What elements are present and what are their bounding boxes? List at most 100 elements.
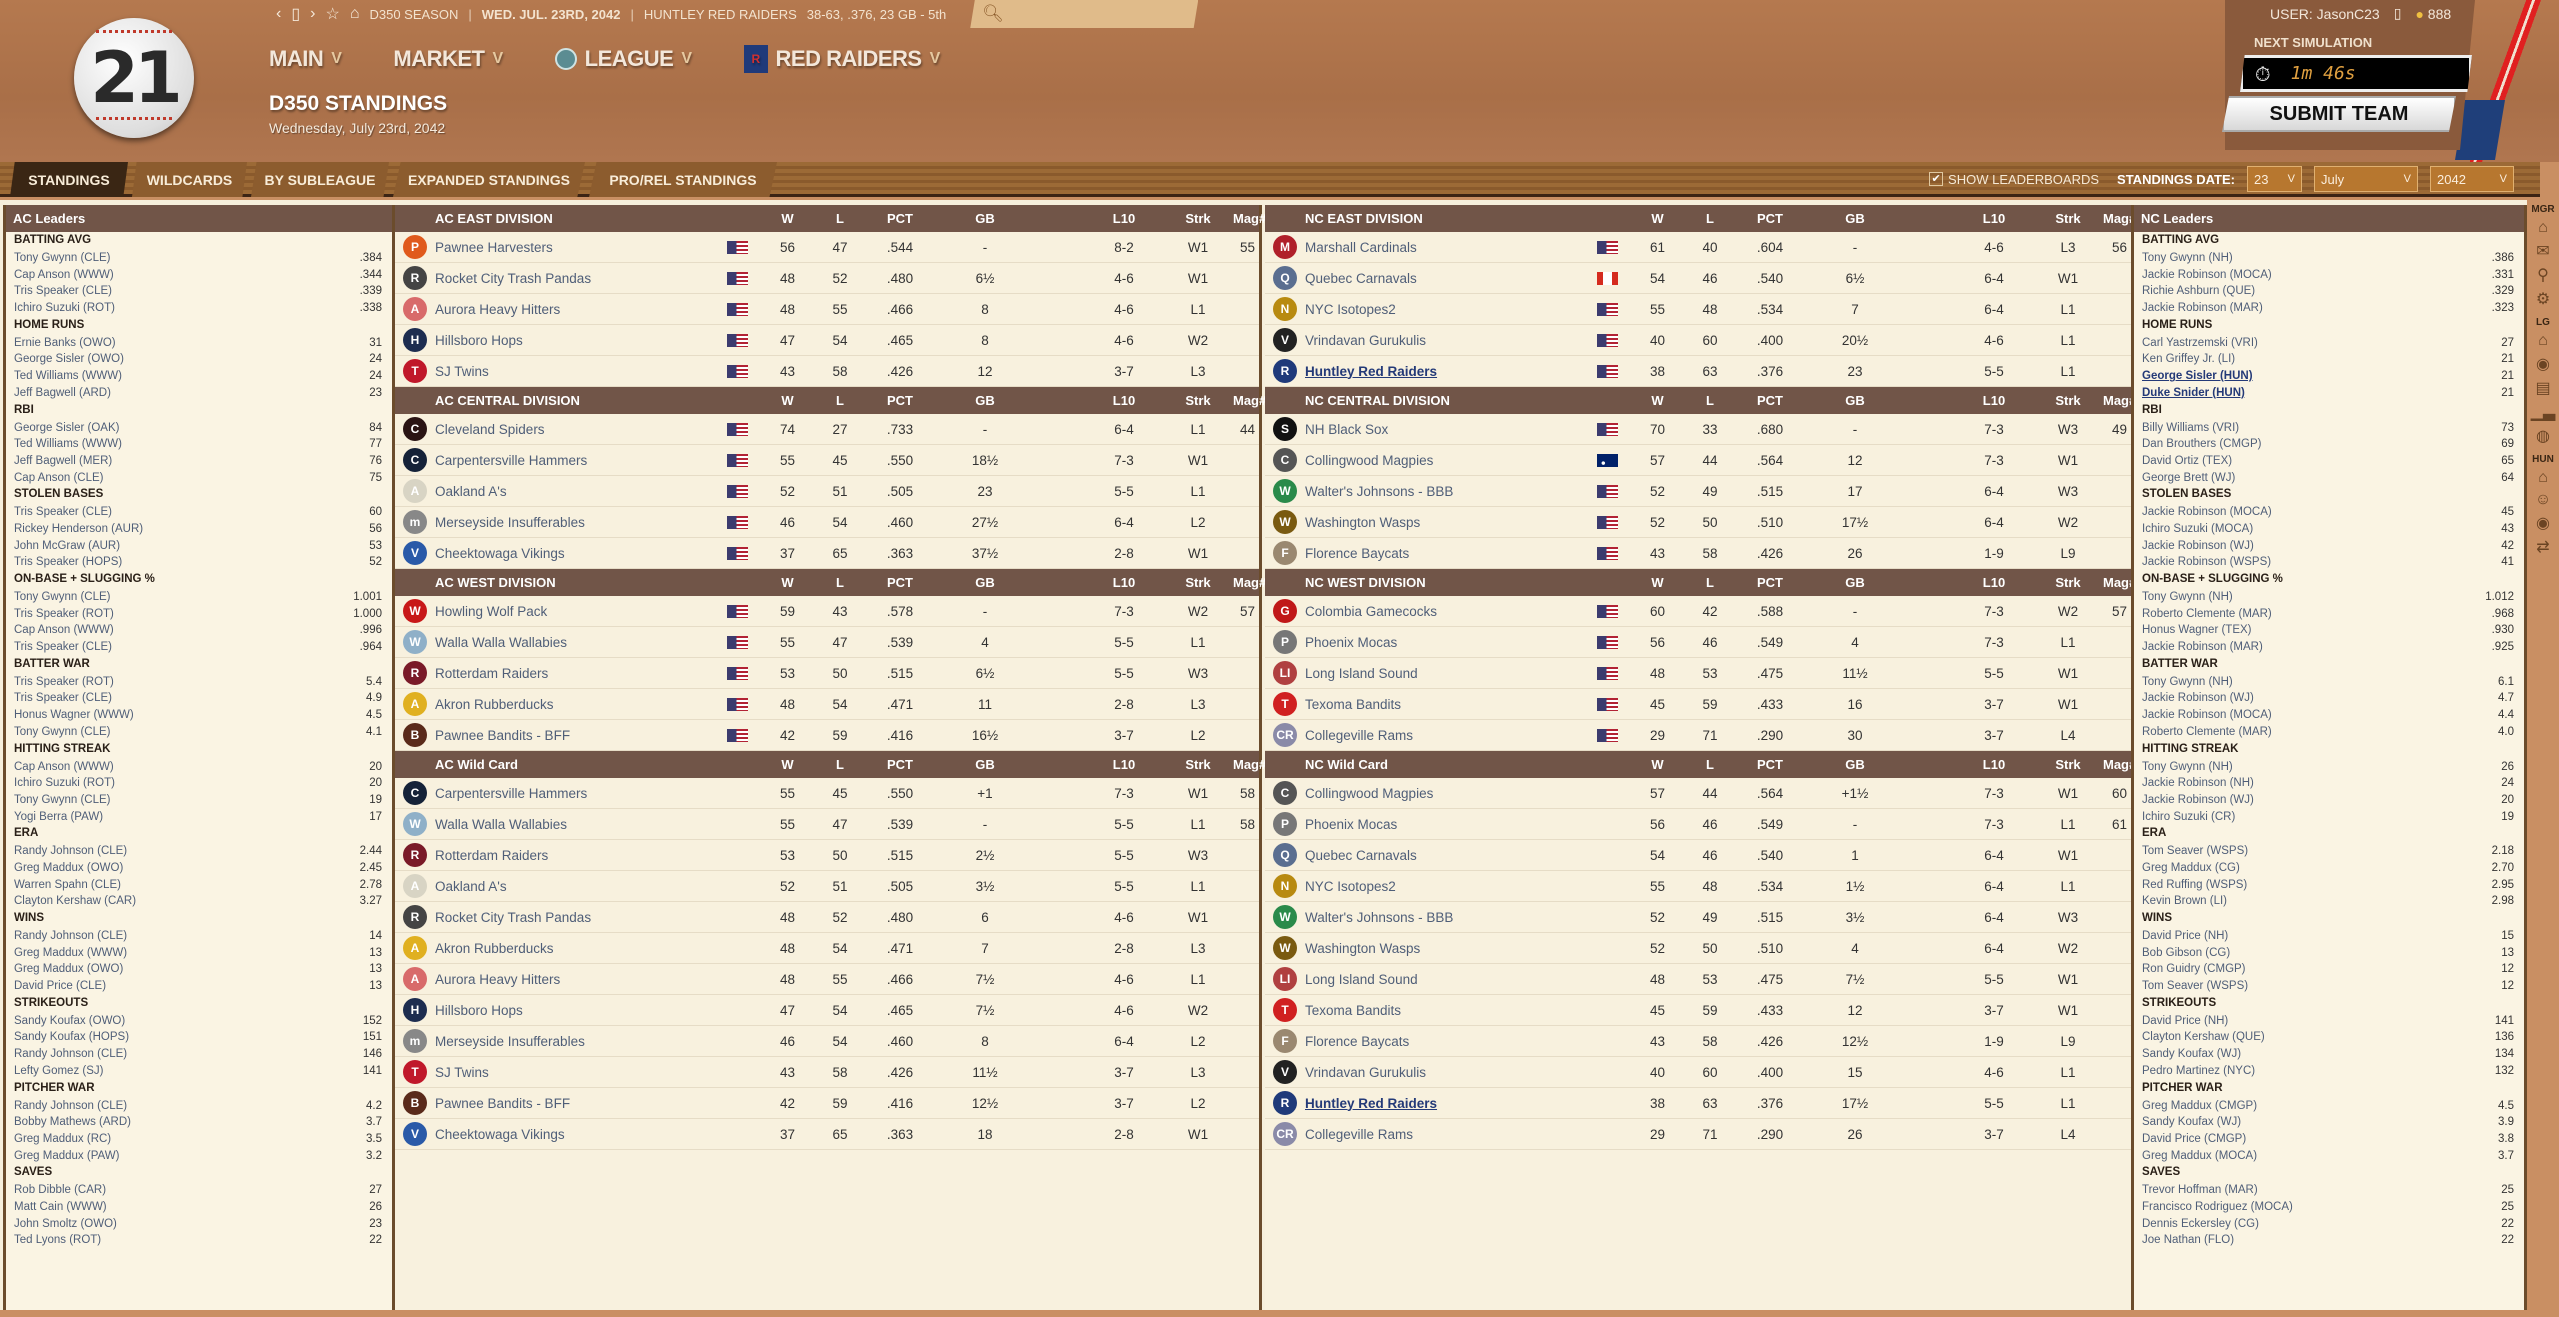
player-name[interactable]: Roberto Clemente (MAR)	[2142, 725, 2272, 738]
player-name[interactable]: Tom Seaver (WSPS)	[2142, 980, 2249, 993]
leader-row[interactable]: Cap Anson (WWW) 20	[6, 759, 392, 776]
leader-row[interactable]: Jackie Robinson (WJ) 4.7	[2134, 690, 2524, 707]
month-select[interactable]: July V	[2314, 166, 2418, 192]
search-icon[interactable]: ⚲	[2537, 267, 2549, 284]
player-name[interactable]: Ken Griffey Jr. (LI)	[2142, 353, 2236, 366]
leader-row[interactable]: Greg Maddux (OWO) 2.45	[6, 860, 392, 877]
team-name-link[interactable]: Rocket City Trash Pandas	[435, 909, 592, 925]
team-name-link[interactable]: NYC Isotopes2	[1305, 878, 1396, 894]
column-header-pct[interactable]: PCT	[887, 393, 913, 408]
player-name[interactable]: Ichiro Suzuki (CR)	[2142, 810, 2236, 823]
leader-row[interactable]: John Smoltz (OWO) 23	[6, 1216, 392, 1233]
team-name-link[interactable]: Collegeville Rams	[1305, 1126, 1414, 1142]
player-name[interactable]: Joe Nathan (FLO)	[2142, 1234, 2235, 1247]
column-header-strk[interactable]: Strk	[1185, 393, 1211, 408]
player-name[interactable]: Lefty Gomez (SJ)	[14, 1064, 104, 1077]
player-name[interactable]: Ichiro Suzuki (MOCA)	[2142, 522, 2254, 535]
column-header-strk[interactable]: Strk	[1185, 211, 1211, 226]
column-header-l[interactable]: L	[836, 575, 844, 590]
trade-icon[interactable]: ⇄	[2536, 539, 2550, 556]
leader-row[interactable]: Tris Speaker (CLE) .964	[6, 639, 392, 656]
leader-row[interactable]: Jackie Robinson (WJ) 42	[2134, 538, 2524, 555]
player-name[interactable]: George Brett (WJ)	[2142, 471, 2236, 484]
column-header-mag[interactable]: Mag#	[1233, 575, 1267, 590]
submit-team-button[interactable]: SUBMIT TEAM	[2222, 96, 2456, 132]
column-header-l[interactable]: L	[836, 393, 844, 408]
leader-row[interactable]: Rob Dibble (CAR) 27	[6, 1182, 392, 1199]
leader-row[interactable]: Sandy Koufax (HOPS) 151	[6, 1029, 392, 1046]
leader-row[interactable]: Clayton Kershaw (CAR) 3.27	[6, 893, 392, 910]
team-name-link[interactable]: Texoma Bandits	[1305, 696, 1402, 712]
player-name[interactable]: Ron Guidry (CMGP)	[2142, 963, 2246, 976]
player-name[interactable]: Jackie Robinson (WJ)	[2142, 692, 2254, 705]
player-name[interactable]: George Sisler (HUN)	[2142, 370, 2253, 383]
leader-row[interactable]: George Brett (WJ) 64	[2134, 470, 2524, 487]
column-header-l[interactable]: L	[1706, 393, 1714, 408]
team-name-link[interactable]: Vrindavan Gurukulis	[1305, 1064, 1427, 1080]
leader-row[interactable]: Greg Maddux (PAW) 3.2	[6, 1148, 392, 1165]
team-name-link[interactable]: Washington Wasps	[1305, 940, 1421, 956]
team-name-link[interactable]: SJ Twins	[435, 363, 489, 379]
player-name[interactable]: David Price (CLE)	[14, 980, 107, 993]
player-name[interactable]: Pedro Martinez (NYC)	[2142, 1064, 2256, 1077]
player-name[interactable]: Rob Dibble (CAR)	[14, 1184, 107, 1197]
leader-row[interactable]: Sandy Koufax (WJ) 134	[2134, 1046, 2524, 1063]
player-name[interactable]: Greg Maddux (CG)	[2142, 861, 2240, 874]
team-name-link[interactable]: Washington Wasps	[1305, 514, 1421, 530]
leader-row[interactable]: Jeff Bagwell (ARD) 23	[6, 385, 392, 402]
column-header-w[interactable]: W	[1651, 211, 1664, 226]
team-name-link[interactable]: Colombia Gamecocks	[1305, 603, 1438, 619]
player-name[interactable]: Honus Wagner (TEX)	[2142, 624, 2252, 637]
team-name-link[interactable]: NYC Isotopes2	[1305, 301, 1396, 317]
player-name[interactable]: John Smoltz (OWO)	[14, 1217, 117, 1230]
leader-row[interactable]: Honus Wagner (TEX) .930	[2134, 622, 2524, 639]
player-name[interactable]: Warren Spahn (CLE)	[14, 878, 121, 891]
leader-row[interactable]: Jackie Robinson (MOCA) 4.4	[2134, 707, 2524, 724]
leader-row[interactable]: Yogi Berra (PAW) 17	[6, 809, 392, 826]
player-name[interactable]: Jackie Robinson (WJ)	[2142, 539, 2254, 552]
player-name[interactable]: Tris Speaker (CLE)	[14, 692, 112, 705]
player-name[interactable]: David Price (NH)	[2142, 930, 2229, 942]
player-name[interactable]: Jackie Robinson (WJ)	[2142, 793, 2254, 806]
column-header-pct[interactable]: PCT	[1757, 575, 1783, 590]
leader-row[interactable]: Kevin Brown (LI) 2.98	[2134, 893, 2524, 910]
team-name-link[interactable]: Merseyside Insufferables	[435, 1033, 585, 1049]
leader-row[interactable]: Tris Speaker (ROT) 1.000	[6, 606, 392, 623]
team-name-link[interactable]: Pawnee Bandits - BFF	[435, 727, 571, 743]
column-header-l[interactable]: L	[1706, 757, 1714, 772]
player-name[interactable]: Jeff Bagwell (MER)	[14, 454, 113, 467]
column-header-l10[interactable]: L10	[1112, 393, 1136, 408]
leader-row[interactable]: Cap Anson (CLE) 75	[6, 470, 392, 487]
player-name[interactable]: Greg Maddux (RC)	[14, 1132, 112, 1145]
team-name-link[interactable]: Florence Baycats	[1305, 1033, 1410, 1049]
leader-row[interactable]: Jeff Bagwell (MER) 76	[6, 453, 392, 470]
leader-row[interactable]: Ichiro Suzuki (ROT) 20	[6, 775, 392, 792]
leader-row[interactable]: David Price (NH) 15	[2134, 928, 2524, 945]
leader-row[interactable]: Ichiro Suzuki (ROT) .338	[6, 300, 392, 317]
team-name-link[interactable]: Merseyside Insufferables	[435, 514, 585, 530]
leader-row[interactable]: David Price (CMGP) 3.8	[2134, 1131, 2524, 1148]
player-name[interactable]: Tony Gwynn (CLE)	[14, 252, 111, 264]
leader-row[interactable]: Carl Yastrzemski (VRI) 27	[2134, 335, 2524, 352]
player-name[interactable]: Tris Speaker (ROT)	[14, 607, 114, 620]
leader-row[interactable]: David Price (CLE) 13	[6, 978, 392, 995]
team-name-link[interactable]: Akron Rubberducks	[435, 940, 554, 956]
team-name-link[interactable]: Oakland A's	[435, 483, 507, 499]
leader-row[interactable]: Jackie Robinson (WSPS) 41	[2134, 554, 2524, 571]
player-name[interactable]: Ted Lyons (ROT)	[14, 1234, 102, 1247]
column-header-mag[interactable]: Mag#	[2103, 575, 2137, 590]
team-name-link[interactable]: Long Island Sound	[1305, 971, 1418, 987]
team-name-link[interactable]: Quebec Carnavals	[1305, 270, 1417, 286]
team-name-link[interactable]: Akron Rubberducks	[435, 696, 554, 712]
column-header-l10[interactable]: L10	[1112, 211, 1136, 226]
leader-row[interactable]: Honus Wagner (WWW) 4.5	[6, 707, 392, 724]
player-name[interactable]: Jackie Robinson (MAR)	[2142, 302, 2263, 315]
leader-row[interactable]: Jackie Robinson (WJ) 20	[2134, 792, 2524, 809]
leader-row[interactable]: Billy Williams (VRI) 73	[2134, 420, 2524, 437]
column-header-gb[interactable]: GB	[1845, 757, 1865, 772]
player-name[interactable]: Jackie Robinson (MOCA)	[2142, 506, 2272, 519]
search-input[interactable]: 🔍︎	[970, 0, 1199, 28]
leader-row[interactable]: Greg Maddux (WWW) 13	[6, 945, 392, 962]
column-header-l10[interactable]: L10	[1982, 393, 2006, 408]
column-header-w[interactable]: W	[781, 757, 794, 772]
